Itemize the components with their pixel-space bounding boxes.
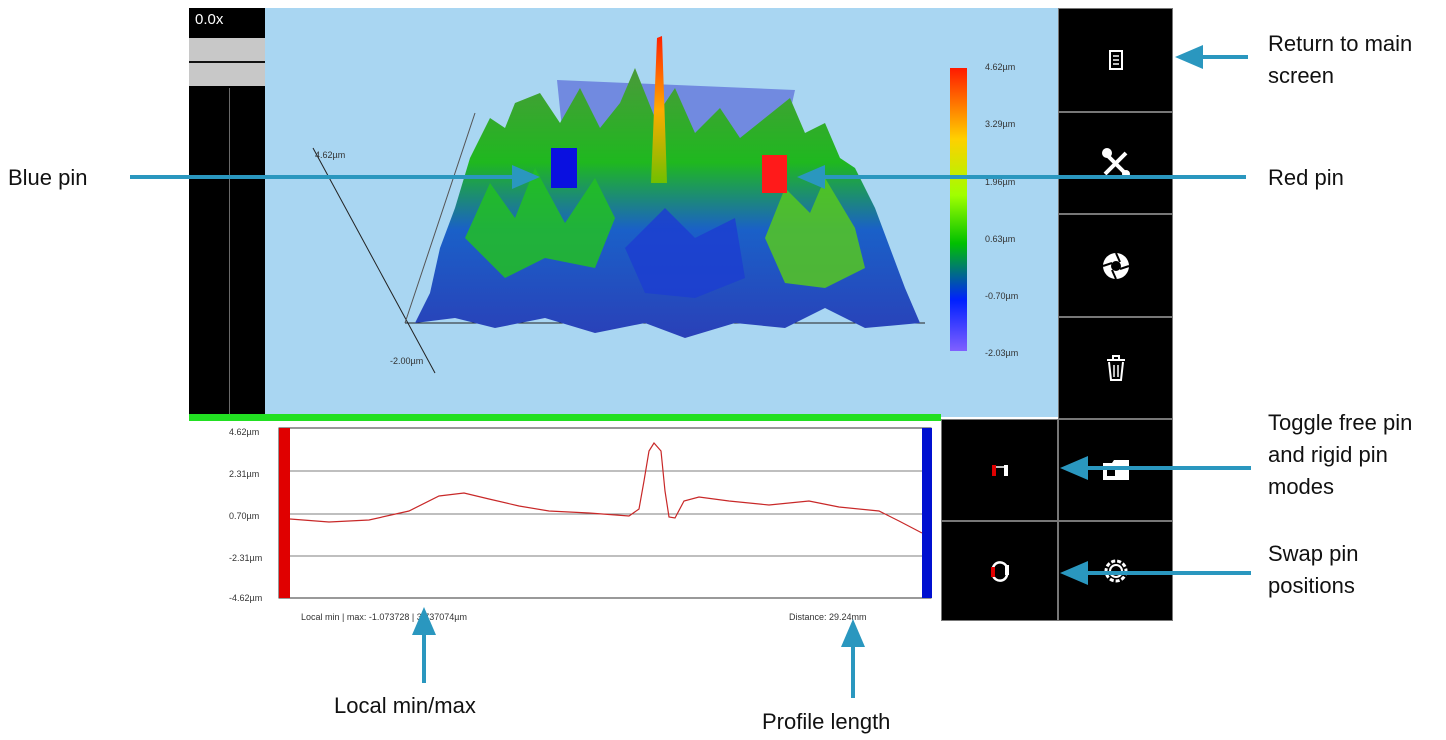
y-tick-label: 2.31µm (229, 469, 259, 479)
profile-line (289, 441, 923, 534)
axis-label: -2.00µm (390, 356, 423, 366)
surface-peak (765, 178, 865, 288)
aperture-icon (1102, 252, 1129, 279)
pin-mode-icon (991, 465, 1008, 476)
zoom-slider[interactable] (189, 38, 265, 86)
swap-icon (990, 561, 1009, 582)
blue-pin[interactable] (551, 148, 577, 188)
colorbar-label: -2.03µm (985, 348, 1018, 358)
toggle-pin-mode-button[interactable] (941, 419, 1058, 521)
y-tick-label: -4.62µm (229, 593, 262, 603)
y-tick-label: 0.70µm (229, 511, 259, 521)
axis-label: 4.62µm (315, 150, 345, 160)
y-tick-label: 4.62µm (229, 427, 259, 437)
surface-peak (465, 168, 615, 278)
divider-bar (189, 414, 941, 421)
callout-profile-length: Profile length (762, 709, 891, 734)
blue-pin-marker[interactable] (922, 428, 932, 598)
colorbar-label: 4.62µm (985, 62, 1015, 72)
return-main-button[interactable] (1058, 8, 1173, 112)
swap-pins-button[interactable] (941, 521, 1058, 621)
surface-spike (651, 36, 667, 183)
callout-local-minmax: Local min/max (334, 693, 476, 718)
callout-return-main: Return to main screen (1268, 31, 1413, 88)
delete-button[interactable] (1058, 317, 1173, 419)
trash-icon (1106, 355, 1125, 381)
profile-panel: 4.62µm 2.31µm 0.70µm -2.31µm -4.62µm Loc… (189, 421, 941, 635)
document-icon (1108, 50, 1123, 70)
colorbar-label: -0.70µm (985, 291, 1018, 301)
callout-toggle-pin: Toggle free pin and rigid pin modes (1268, 410, 1413, 499)
callout-swap-pin: Swap pin positions (1268, 541, 1359, 598)
colorbar-label: 1.96µm (985, 177, 1015, 187)
red-pin-marker[interactable] (279, 428, 290, 598)
color-bar (950, 68, 967, 351)
red-pin[interactable] (762, 155, 787, 193)
zoom-label: 0.0x (195, 11, 224, 28)
axis-line (312, 147, 436, 374)
colorbar-label: 0.63µm (985, 234, 1015, 244)
y-tick-label: -2.31µm (229, 553, 262, 563)
distance-readout: Distance: 29.24mm (789, 612, 867, 622)
colorbar-label: 3.29µm (985, 119, 1015, 129)
tools-button[interactable] (1058, 112, 1173, 214)
capture-button[interactable] (1058, 214, 1173, 317)
profile-graph[interactable]: 4.62µm 2.31µm 0.70µm -2.31µm -4.62µm (189, 421, 941, 635)
left-panel: 0.0x (189, 8, 265, 417)
callout-blue-pin: Blue pin (8, 165, 88, 190)
callout-red-pin: Red pin (1268, 165, 1344, 190)
surface-3d-svg: 4.62µm -2.00µm 4.62µm 3.29µm 1.96µm 0.63… (312, 36, 1018, 374)
surface-valley (625, 208, 745, 298)
zoom-slider-line (189, 61, 265, 63)
panel-divider (229, 88, 230, 417)
local-min-max-readout: Local min | max: -1.073728 | 3.737074µm (301, 612, 467, 622)
axis-line (404, 112, 476, 324)
surface-3d-view[interactable]: 4.62µm -2.00µm 4.62µm 3.29µm 1.96µm 0.63… (265, 8, 1058, 417)
